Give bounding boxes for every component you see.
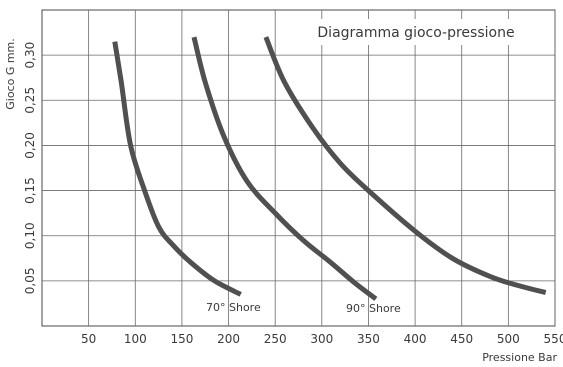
y-tick-label: 0,10 — [23, 222, 37, 249]
series-label-70-shore: 70° Shore — [206, 301, 261, 314]
x-tick-label: 450 — [450, 332, 473, 346]
x-tick-label: 200 — [217, 332, 240, 346]
y-tick-label: 0,05 — [23, 267, 37, 294]
x-tick-label: 300 — [310, 332, 333, 346]
y-tick-label: 0,15 — [23, 177, 37, 204]
y-tick-label: 0,20 — [23, 132, 37, 159]
series-group — [112, 36, 547, 301]
x-tick-label: 550 — [544, 332, 563, 346]
y-tick-label: 0,30 — [23, 42, 37, 69]
x-axis-title: Pressione Bar — [482, 351, 557, 364]
tick-labels: 50 100 150 200 250 300 350 400 450 500 550 0,05 0,10… — [23, 42, 563, 346]
series-line-3 — [263, 36, 547, 296]
x-tick-label: 250 — [264, 332, 287, 346]
chart-title: Diagramma gioco-pressione — [317, 25, 514, 41]
y-tick-label: 0,25 — [23, 87, 37, 114]
x-tick-label: 400 — [404, 332, 427, 346]
x-tick-label: 350 — [357, 332, 380, 346]
plot-area — [41, 9, 556, 327]
title-box — [294, 19, 539, 45]
x-tick-label: 500 — [497, 332, 520, 346]
x-tick-label: 50 — [81, 332, 96, 346]
x-tick-label: 150 — [170, 332, 193, 346]
y-axis-title: Gioco G mm. — [4, 38, 17, 110]
series-line-2 — [191, 36, 378, 301]
series-line-1 — [112, 41, 242, 297]
x-tick-label: 100 — [124, 332, 147, 346]
series-label-90-shore: 90° Shore — [346, 302, 401, 315]
grid — [42, 10, 556, 326]
